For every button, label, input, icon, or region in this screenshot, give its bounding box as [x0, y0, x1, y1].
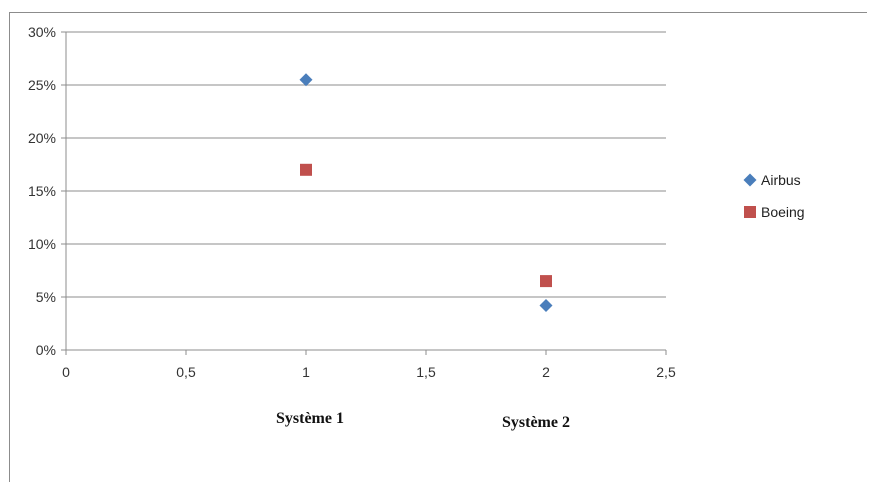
- x-axis-ticks: 0 0,5 1 1,5 2 2,5: [62, 350, 676, 380]
- y-axis-ticks: 0% 5% 10% 15% 20% 25% 30%: [28, 24, 66, 358]
- legend-label-airbus: Airbus: [761, 172, 801, 188]
- x-tick-label: 0,5: [176, 364, 196, 380]
- legend: Airbus Boeing: [743, 172, 805, 220]
- y-tick-label: 30%: [28, 24, 56, 40]
- data-point-airbus: [539, 298, 553, 312]
- y-tick-label: 10%: [28, 236, 56, 252]
- x-tick-label: 1: [302, 364, 310, 380]
- legend-marker-airbus: [743, 173, 757, 187]
- y-tick-label: 25%: [28, 77, 56, 93]
- x-tick-label: 2: [542, 364, 550, 380]
- data-point-boeing: [300, 163, 312, 176]
- annotation-systeme-2: Système 2: [502, 414, 570, 431]
- data-point-airbus: [299, 73, 313, 87]
- y-tick-label: 20%: [28, 130, 56, 146]
- x-tick-label: 1,5: [416, 364, 436, 380]
- data-points: [299, 73, 553, 312]
- chart-frame: [9, 12, 867, 482]
- x-tick-label: 0: [62, 364, 70, 380]
- y-tick-label: 0%: [36, 342, 56, 358]
- y-tick-label: 5%: [36, 289, 56, 305]
- data-point-boeing: [540, 275, 552, 288]
- legend-label-boeing: Boeing: [761, 204, 805, 220]
- legend-marker-boeing: [744, 206, 756, 218]
- annotation-systeme-1: Système 1: [276, 410, 344, 427]
- x-tick-label: 2,5: [656, 364, 676, 380]
- y-tick-label: 15%: [28, 183, 56, 199]
- gridlines: [66, 31, 666, 298]
